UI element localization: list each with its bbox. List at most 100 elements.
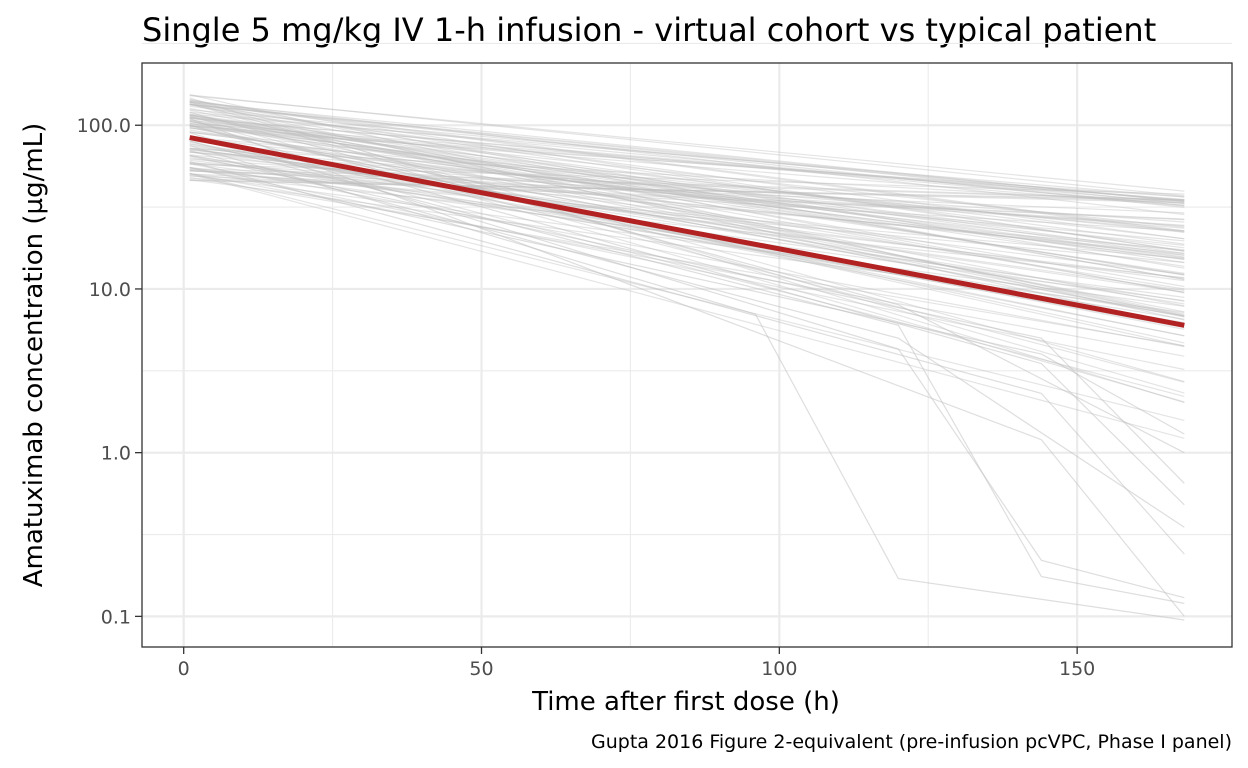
virtual-subject-line [189, 109, 1185, 315]
virtual-subject-line [189, 151, 1185, 282]
virtual-subject-line [189, 114, 1185, 276]
virtual-subject-line [189, 95, 1185, 192]
virtual-subject-line [189, 168, 1185, 232]
virtual-subject-line [189, 104, 1185, 280]
virtual-subject-line [189, 124, 1185, 347]
virtual-subject-line [189, 140, 1185, 246]
virtual-subject-line [189, 97, 1185, 404]
virtual-subject-line [189, 169, 1185, 264]
x-axis-ticks: 0 50 100 150 [178, 647, 1095, 680]
virtual-subject-line [189, 125, 1185, 259]
virtual-subject-line [189, 125, 1185, 344]
virtual-subject-line [189, 109, 1185, 202]
virtual-subject-line [189, 118, 1185, 313]
virtual-subject-line [189, 143, 1185, 329]
virtual-subject-line [189, 162, 1185, 227]
virtual-subject-line [189, 129, 1185, 290]
y-tick-label: 1.0 [101, 443, 131, 465]
virtual-subject-line [189, 101, 1185, 383]
virtual-subject-line [189, 167, 1185, 435]
virtual-subject-line [189, 122, 1185, 201]
virtual-subject-line [189, 121, 1185, 267]
virtual-subject-line [189, 117, 1185, 256]
virtual-subject-line [189, 137, 1185, 252]
x-axis-title: Time after first dose (h) [531, 687, 840, 717]
virtual-subject-line [189, 161, 1185, 555]
virtual-subject-line [189, 105, 1185, 240]
virtual-subject-line [189, 154, 1185, 317]
virtual-subject-line [189, 119, 1185, 228]
virtual-subject-line [189, 161, 1185, 251]
virtual-subject-line [189, 131, 1185, 233]
virtual-cohort-lines [189, 94, 1185, 621]
x-tick-label: 50 [469, 658, 493, 680]
virtual-subject-line [189, 104, 1185, 317]
virtual-subject-line [189, 116, 1185, 293]
virtual-subject-line [189, 132, 1185, 599]
virtual-subject-line [189, 114, 1185, 288]
virtual-subject-line [189, 103, 1185, 203]
virtual-subject-line [189, 151, 1185, 223]
virtual-subject-line [189, 147, 1185, 293]
virtual-subject-line [189, 99, 1185, 281]
x-tick-label: 100 [761, 658, 797, 680]
y-axis-ticks: 0.1 1.0 10.0 100.0 [77, 115, 142, 628]
virtual-subject-line [189, 103, 1185, 208]
virtual-subject-line [189, 179, 1185, 314]
virtual-subject-line [189, 113, 1185, 198]
virtual-subject-line [189, 100, 1185, 232]
virtual-subject-line [189, 101, 1185, 203]
virtual-subject-line [189, 100, 1185, 327]
virtual-subject-line [189, 117, 1185, 276]
typical-patient-line-group [189, 135, 1185, 328]
virtual-subject-line [189, 122, 1185, 258]
virtual-subject-line [189, 101, 1185, 269]
virtual-subject-line [189, 178, 1185, 204]
virtual-subject-line [189, 131, 1185, 260]
virtual-subject-line [189, 119, 1185, 383]
virtual-subject-line [189, 107, 1185, 294]
typical-patient-line [189, 135, 1185, 328]
virtual-subject-line [189, 170, 1185, 214]
virtual-subject-line [189, 141, 1185, 337]
virtual-subject-line [189, 126, 1185, 318]
virtual-subject-line [189, 176, 1185, 347]
virtual-subject-line [189, 99, 1185, 252]
virtual-subject-line [189, 166, 1185, 302]
virtual-subject-line [189, 115, 1185, 403]
virtual-subject-line [189, 136, 1185, 232]
y-tick-label: 100.0 [77, 115, 131, 137]
virtual-subject-line [189, 117, 1185, 204]
virtual-subject-line [189, 114, 1185, 245]
chart-title: Single 5 mg/kg IV 1-h infusion - virtual… [142, 11, 1156, 49]
virtual-subject-line [189, 140, 1185, 604]
virtual-subject-line [189, 94, 1185, 197]
y-tick-label: 10.0 [89, 279, 131, 301]
x-tick-label: 0 [178, 658, 190, 680]
virtual-subject-line [189, 120, 1185, 316]
virtual-subject-line [189, 116, 1185, 264]
virtual-subject-line [189, 149, 1185, 242]
virtual-subject-line [189, 147, 1185, 229]
virtual-subject-line [189, 111, 1185, 206]
virtual-subject-line [189, 117, 1185, 206]
virtual-subject-line [189, 103, 1185, 252]
virtual-subject-line [189, 124, 1185, 249]
chart-caption: Gupta 2016 Figure 2-equivalent (pre-infu… [591, 731, 1232, 753]
virtual-subject-line [189, 103, 1185, 205]
panel-border [141, 62, 1233, 648]
virtual-subject-line [189, 121, 1185, 240]
virtual-subject-line [189, 174, 1185, 307]
virtual-subject-line [189, 114, 1185, 307]
virtual-subject-line [189, 127, 1185, 198]
virtual-subject-line [189, 101, 1185, 233]
virtual-subject-line [189, 125, 1185, 201]
virtual-subject-line [189, 114, 1185, 254]
virtual-subject-line [189, 123, 1185, 274]
virtual-subject-line [189, 168, 1185, 201]
virtual-subject-line [189, 127, 1185, 317]
virtual-subject-line [189, 131, 1185, 261]
y-tick-label: 0.1 [101, 606, 131, 628]
virtual-subject-line [189, 111, 1185, 454]
